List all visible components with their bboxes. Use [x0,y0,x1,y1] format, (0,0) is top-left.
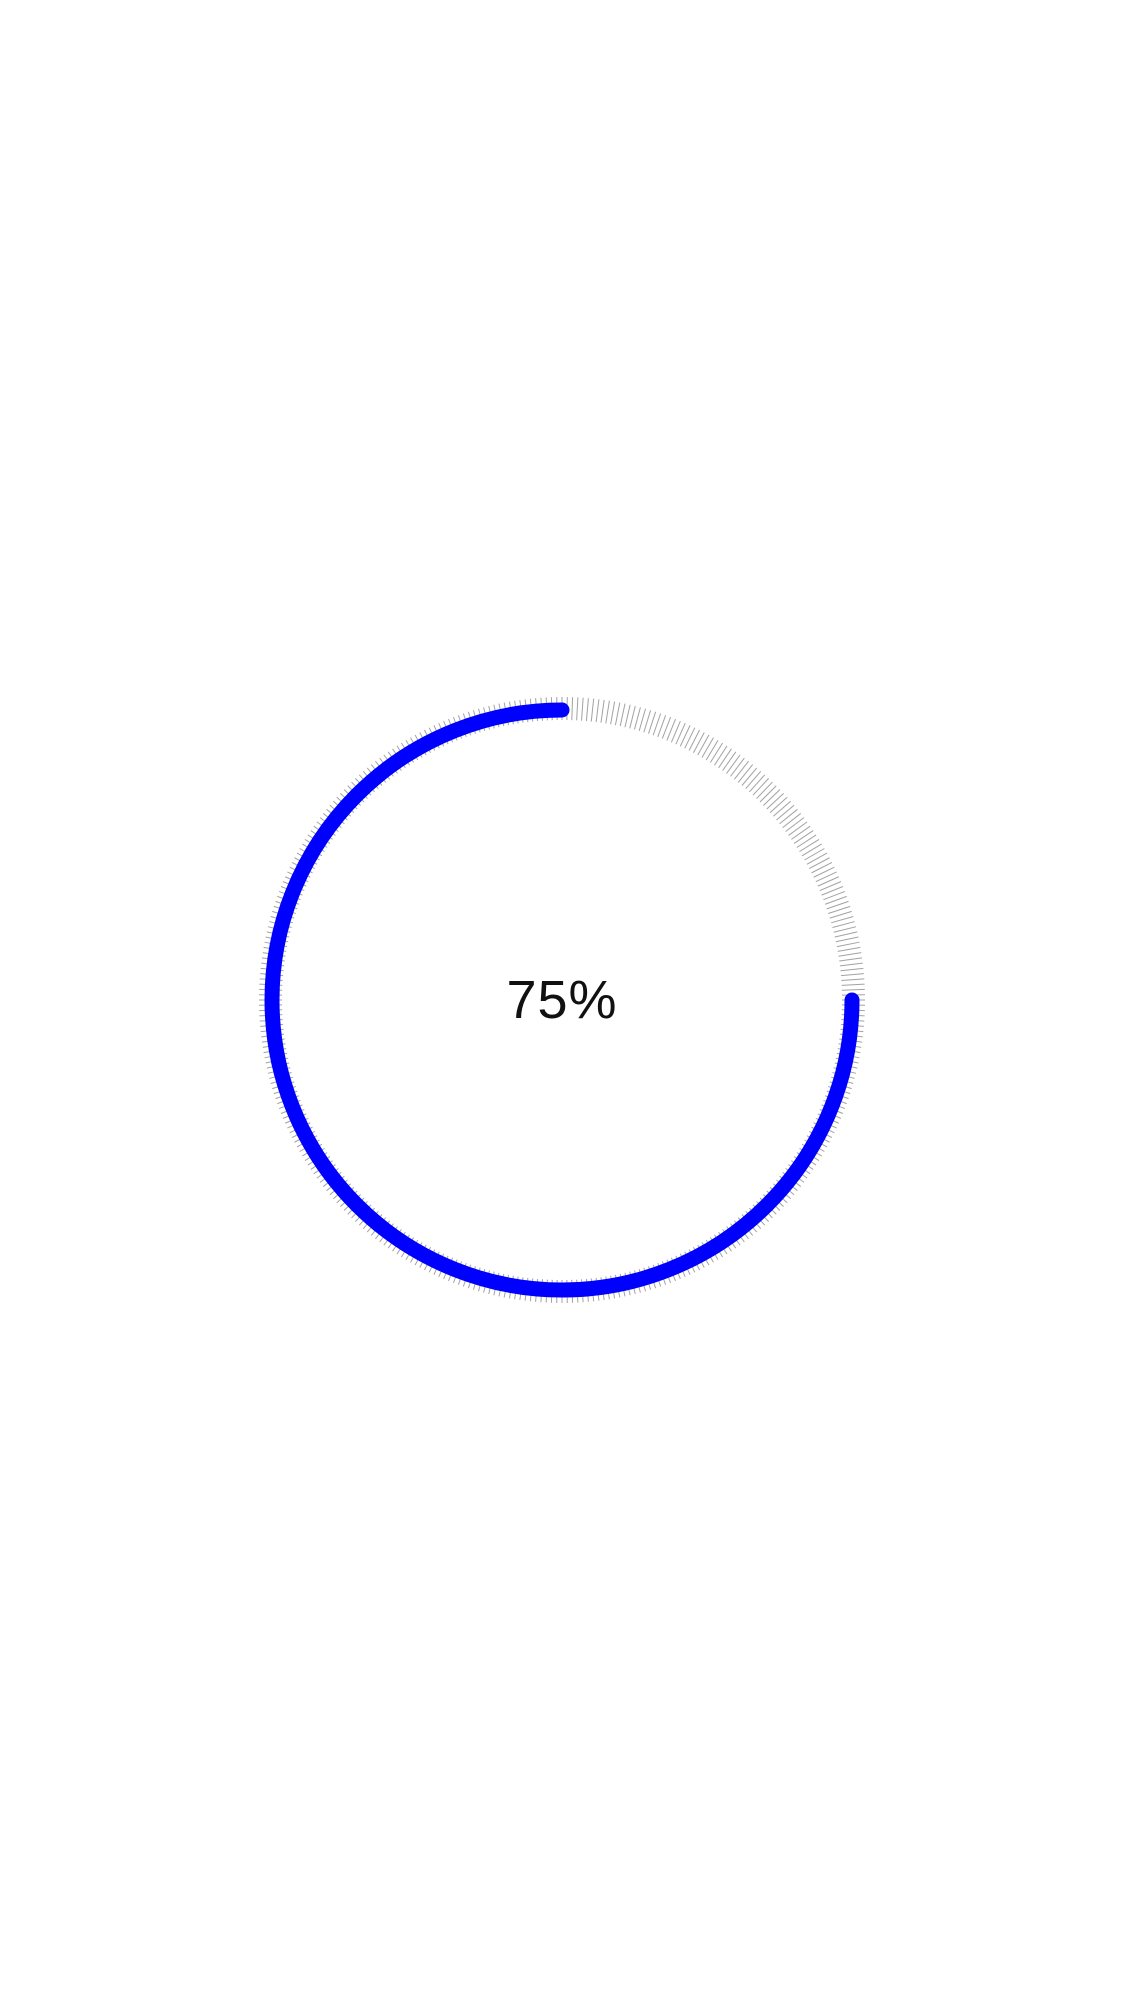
track-tick [772,800,792,817]
track-tick [610,701,616,725]
track-tick [829,910,852,919]
track-tick [782,813,802,829]
track-tick [828,905,851,914]
track-tick [684,727,696,749]
track-tick [808,857,830,869]
track-tick [840,967,864,972]
track-tick [841,978,865,981]
track-tick [679,725,691,747]
track-tick [838,952,862,957]
track-tick [841,988,865,991]
track-tick [811,861,833,874]
track-tick [590,698,595,722]
track-tick [705,740,719,761]
track-tick [600,699,605,723]
track-tick [799,839,820,853]
track-tick [817,876,840,887]
track-tick [833,926,857,933]
track-tick [638,708,646,731]
progress-fill-arc [264,702,860,1298]
track-tick [648,711,657,734]
track-tick [581,697,584,721]
track-tick [693,732,705,754]
track-tick [709,742,723,763]
track-tick [821,886,844,896]
track-tick [815,871,837,883]
track-tick [619,703,626,727]
circular-progress-indicator: 75% [259,697,865,1303]
track-tick [605,700,610,724]
progress-percent-label: 75% [506,970,618,1030]
track-tick [571,697,574,721]
track-tick [726,754,741,774]
track-tick [733,760,749,780]
track-tick [835,936,859,943]
track-tick [791,825,811,840]
track-tick [745,770,762,790]
track-tick [701,737,714,758]
track-tick [614,702,621,726]
track-tick [819,881,842,892]
track-tick [730,757,745,777]
track-tick [576,697,579,721]
track-tick [806,852,828,865]
track-tick [633,707,641,730]
track-tick [763,789,781,806]
track-tick [839,957,863,962]
track-tick [832,921,855,929]
track-tick [769,796,788,814]
track-tick [741,767,758,786]
track-tick [652,713,662,736]
track-tick [666,718,676,741]
track-tick [585,698,589,722]
track-tick [824,895,847,905]
track-tick [697,734,710,756]
track-tick [675,722,686,745]
track-tick [841,983,865,986]
track-tick [766,792,784,810]
track-tick [826,900,849,910]
track-tick [661,716,672,739]
track-tick [796,834,817,848]
track-tick [688,729,701,751]
track-tick [837,946,861,952]
track-tick [779,808,798,825]
track-tick [785,817,805,832]
track-tick [836,941,860,948]
track-tick [624,704,631,728]
track-tick [831,916,854,924]
track-tick [823,890,846,901]
track-tick [737,764,754,783]
track-tick [714,745,728,766]
track-tick [718,748,732,769]
track-tick [788,821,808,836]
track-tick [776,804,795,821]
track-tick [657,715,667,738]
track-tick [752,778,770,796]
track-tick [834,931,858,938]
track-tick [804,848,825,861]
track-tick [629,705,636,729]
track-tick [839,962,863,967]
track-tick [840,973,864,977]
track-tick [759,785,777,803]
track-tick [748,774,766,793]
track-tick [756,781,773,799]
track-tick [801,843,822,857]
progress-ring [259,697,865,1303]
track-tick [722,751,737,771]
track-tick [813,866,835,878]
track-tick [643,710,652,733]
track-tick [793,830,814,844]
track-tick [595,699,600,723]
track-tick [670,720,681,743]
